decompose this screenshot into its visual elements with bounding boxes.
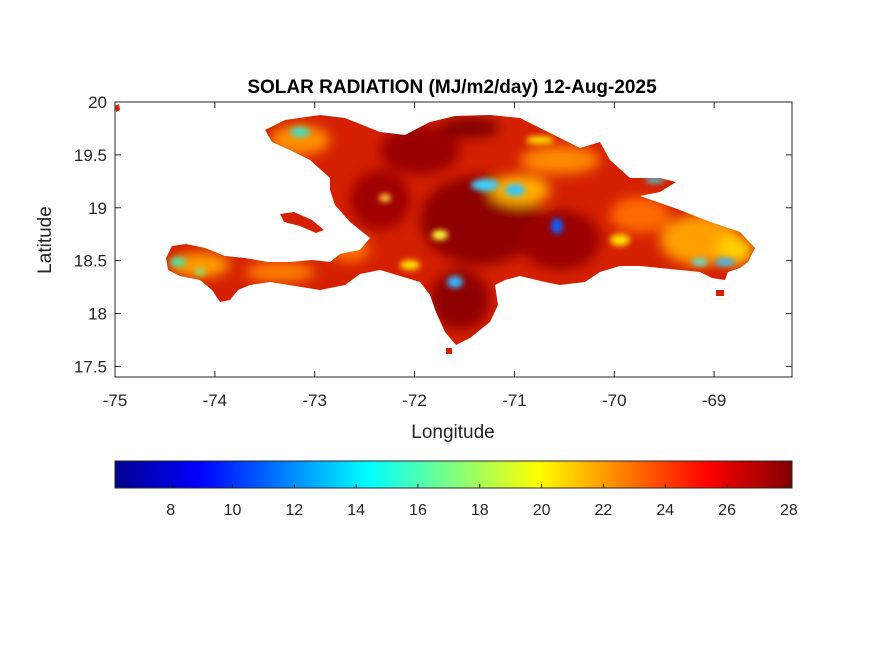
colorbar-tick-label: 12 (285, 502, 303, 519)
colorbar-ticks: 8 10 12 14 16 18 20 22 24 26 28 (166, 484, 798, 519)
x-axis-label: Longitude (411, 422, 494, 443)
y-axis: 17.5 18 18.5 19 19.5 20 (74, 93, 792, 376)
y-axis-label: Latitude (35, 206, 56, 274)
colorbar-tick-label: 10 (224, 502, 242, 519)
x-tick-label: -72 (402, 391, 427, 410)
colorbar-tick-label: 8 (166, 502, 175, 519)
y-tick-label: 19 (88, 199, 107, 218)
colorbar-tick-label: 22 (595, 502, 613, 519)
y-tick-label: 19.5 (74, 146, 107, 165)
chart-title: SOLAR RADIATION (MJ/m2/day) 12-Aug-2025 (247, 77, 657, 98)
colorbar-tick-label: 18 (471, 502, 489, 519)
colorbar-tick-label: 24 (656, 502, 674, 519)
colorbar (114, 460, 793, 489)
x-axis: -75 -74 -73 -72 -71 -70 -69 (103, 102, 727, 410)
y-tick-label: 17.5 (74, 357, 107, 376)
colorbar-tick-label: 20 (533, 502, 551, 519)
colorbar-tick-label: 26 (718, 502, 736, 519)
y-tick-label: 20 (88, 93, 107, 112)
x-tick-label: -71 (502, 391, 527, 410)
x-tick-label: -69 (702, 391, 727, 410)
x-tick-label: -73 (302, 391, 327, 410)
y-tick-label: 18.5 (74, 252, 107, 271)
colorbar-tick-label: 16 (409, 502, 427, 519)
colorbar-tick-label: 14 (347, 502, 365, 519)
x-tick-label: -75 (103, 391, 128, 410)
y-tick-label: 18 (88, 305, 107, 324)
x-tick-label: -74 (203, 391, 228, 410)
colorbar-tick-label: 28 (780, 502, 798, 519)
x-tick-label: -70 (602, 391, 627, 410)
